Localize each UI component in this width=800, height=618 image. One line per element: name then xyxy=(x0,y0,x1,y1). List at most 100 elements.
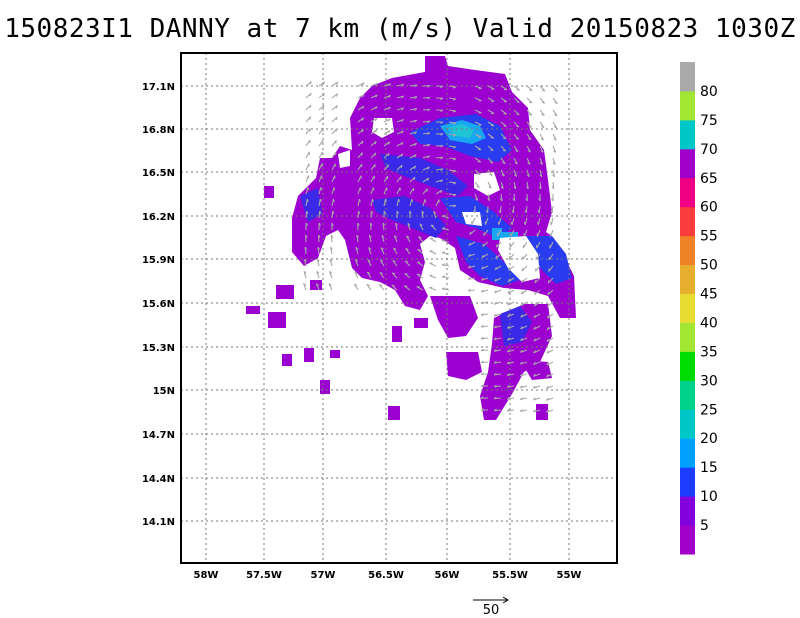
wind-vector-shaft xyxy=(520,313,528,318)
wind-vector-shaft xyxy=(552,145,557,153)
wind-vector-shaft xyxy=(331,210,334,219)
wind-vector-head xyxy=(320,187,323,191)
wind-vector-shaft xyxy=(409,84,418,87)
wind-vector-shaft xyxy=(368,235,372,243)
wind-vector-head xyxy=(381,234,385,238)
lat-tick-label: 15.9N xyxy=(142,255,175,266)
wind-vector-head xyxy=(521,279,524,283)
wind-vector-shaft xyxy=(328,271,333,279)
wind-vector-shaft xyxy=(429,287,437,291)
wind-speed-cell xyxy=(320,380,330,394)
wind-vector-shaft xyxy=(539,145,544,153)
reference-arrow-head xyxy=(502,596,509,604)
wind-vector-head xyxy=(522,256,524,260)
wind-vector-shaft xyxy=(331,175,336,183)
wind-speed-region xyxy=(380,154,468,196)
wind-vector-head xyxy=(539,162,543,165)
colorbar: 5 10 15 20 25 30 35 40 45 50 55 60 65 70 75 80 xyxy=(680,62,718,555)
wind-vector-shaft xyxy=(487,133,495,139)
wind-vector-shaft xyxy=(305,104,312,111)
wind-vector-head xyxy=(427,120,431,124)
wind-vector-shaft xyxy=(318,104,325,111)
wind-vector-head xyxy=(315,283,320,286)
wind-vector-head xyxy=(546,326,550,331)
wind-vector-shaft xyxy=(507,373,515,377)
wind-vector-head xyxy=(318,222,321,226)
wind-speed-field xyxy=(246,56,576,420)
wind-vector-shaft xyxy=(520,385,528,389)
wind-vector-head xyxy=(541,125,545,129)
wind-vector-shaft xyxy=(526,85,533,91)
wind-vector-head xyxy=(306,198,309,203)
wind-vector-shaft xyxy=(331,187,335,195)
wind-vector-head xyxy=(534,268,537,272)
wind-vector-shaft xyxy=(318,163,323,171)
wind-speed-region xyxy=(474,172,500,196)
wind-vector-head xyxy=(309,116,312,120)
wind-vector-head xyxy=(546,362,549,366)
wind-vector-head xyxy=(537,221,539,225)
lat-tick-label: 14.7N xyxy=(142,430,175,441)
wind-vector-head xyxy=(374,129,378,133)
wind-vector-head xyxy=(427,96,431,100)
wind-vector-head xyxy=(367,271,371,275)
wind-vector-head xyxy=(532,409,536,413)
wind-vector-shaft xyxy=(383,94,391,99)
wind-vector-shaft xyxy=(331,128,338,135)
wind-vector-head xyxy=(452,134,457,137)
lon-tick-label: 55W xyxy=(557,570,582,581)
wind-vector-head xyxy=(452,146,457,149)
wind-vector-head xyxy=(480,408,484,411)
wind-vector-head xyxy=(361,140,364,144)
wind-vector-head xyxy=(550,209,553,214)
lon-tick-label: 57W xyxy=(311,570,336,581)
wind-vector-shaft xyxy=(474,85,482,89)
wind-vector-shaft xyxy=(370,199,373,207)
wind-speed-region xyxy=(480,304,552,420)
wind-vector-shaft xyxy=(520,337,528,342)
wind-vector-shaft xyxy=(526,121,532,128)
wind-vector-head xyxy=(439,190,443,194)
wind-vector-shaft xyxy=(500,193,503,202)
wind-vector-shaft xyxy=(481,325,489,328)
lat-tick-label: 16.5N xyxy=(142,168,175,179)
wind-speed-cell xyxy=(304,348,314,362)
wind-vector-shaft xyxy=(500,121,507,127)
wind-vector-shaft xyxy=(552,121,558,129)
wind-vector-shaft xyxy=(495,253,502,259)
wind-vector-head xyxy=(554,101,558,104)
wind-vector-head xyxy=(413,176,416,181)
wind-vector-shaft xyxy=(405,248,411,255)
wind-vector-shaft xyxy=(409,199,413,207)
wind-vector-head xyxy=(379,284,383,287)
wind-vector-head xyxy=(541,113,545,116)
wind-vector-shaft xyxy=(521,277,528,283)
wind-vector-head xyxy=(519,373,523,377)
wind-vector-shaft xyxy=(305,81,312,87)
wind-vector-head xyxy=(506,349,510,353)
wind-vector-head xyxy=(477,173,481,176)
wind-vector-head xyxy=(480,360,484,364)
colorbar-swatch xyxy=(680,206,695,237)
wind-vector-shaft xyxy=(474,133,482,138)
colorbar-label: 70 xyxy=(700,142,718,158)
wind-vector-shaft xyxy=(500,109,507,115)
wind-vector-shaft xyxy=(526,181,529,189)
wind-vector-head xyxy=(393,247,397,250)
wind-speed-region xyxy=(430,296,478,338)
wind-vector-head xyxy=(309,104,312,108)
colorbar-swatch xyxy=(680,496,695,526)
wind-vector-shaft xyxy=(493,397,502,400)
wind-vector-head xyxy=(520,337,523,341)
wind-vector-shaft xyxy=(357,199,360,207)
wind-vector-head xyxy=(392,272,396,275)
wind-vector-shaft xyxy=(534,289,541,295)
wind-vector-shaft xyxy=(520,289,528,295)
wind-vector-shaft xyxy=(318,81,325,87)
wind-speed-cell xyxy=(388,406,400,420)
wind-vector-head xyxy=(401,95,405,99)
wind-vector-head xyxy=(552,174,555,178)
wind-vector-head xyxy=(319,210,322,215)
wind-vector-head xyxy=(512,198,516,202)
lat-tick-label: 14.4N xyxy=(142,474,175,485)
